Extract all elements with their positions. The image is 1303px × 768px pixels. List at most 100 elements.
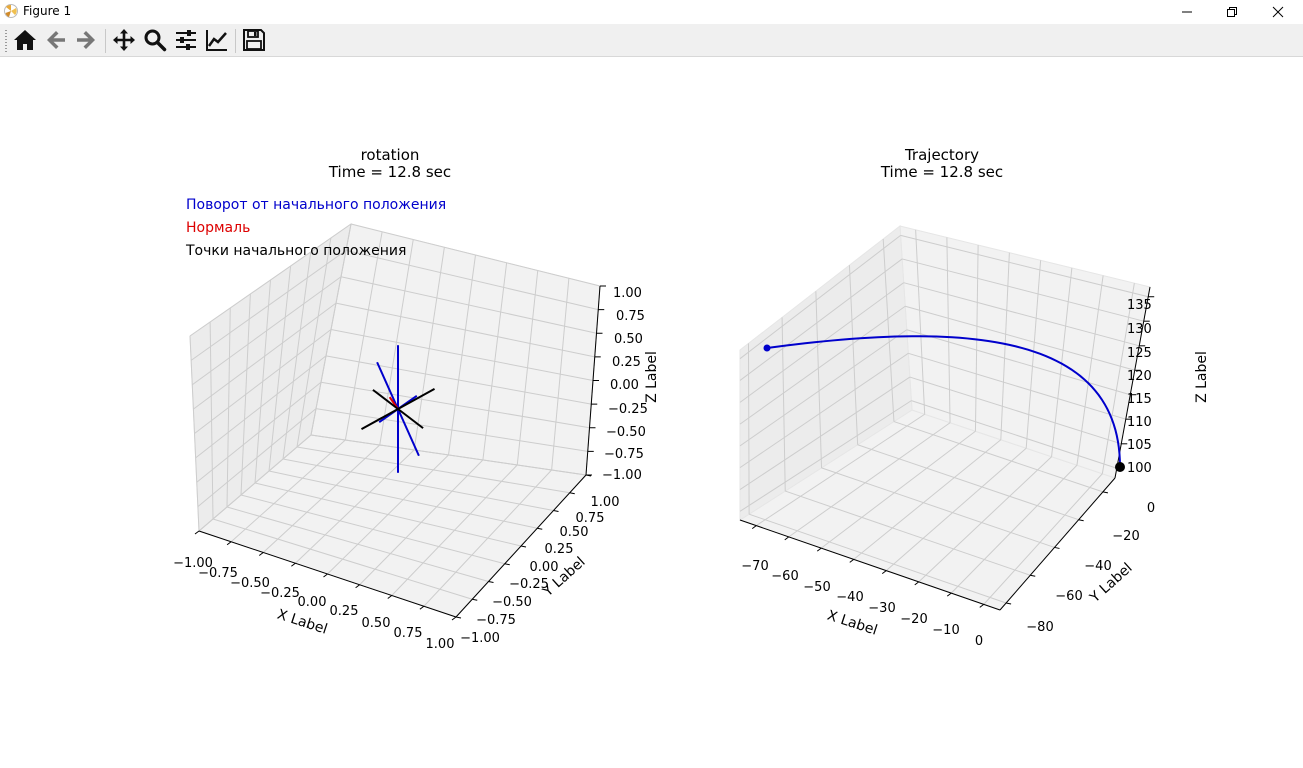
grid-line: [821, 467, 1055, 548]
grid-line: [906, 329, 1131, 396]
grid-line: [739, 258, 903, 381]
grid-line: [885, 447, 1027, 572]
home-button[interactable]: [11, 26, 39, 54]
grid-line: [226, 506, 489, 582]
side-pane: [739, 225, 913, 521]
grid-line: [748, 513, 1007, 604]
x-tick: [194, 530, 200, 535]
y-tick-label: −40: [1084, 559, 1111, 574]
figure-canvas[interactable]: −1.00 −0.75 −0.50 −0.25 0.00 0.25 0.50 0.75 1.00…: [0, 57, 1303, 768]
grid-line: [194, 329, 332, 434]
z-tick-label: 115: [1127, 392, 1152, 407]
grid-line: [915, 229, 926, 415]
home-icon: [14, 30, 36, 50]
save-button[interactable]: [240, 26, 268, 54]
figure-svg[interactable]: −1.00−0.75−0.50−0.250.000.250.500.751.00…: [0, 57, 1303, 768]
y-tick: [455, 616, 462, 619]
x-tick: [258, 552, 264, 556]
z-axis-label: Z Label: [1194, 351, 1210, 403]
z-tick-label: −0.25: [608, 402, 648, 417]
x-tick: [816, 547, 822, 552]
x-tick: [751, 525, 757, 530]
legend-text: Нормаль: [186, 220, 250, 236]
z-tick-label: 130: [1127, 322, 1152, 337]
legend-text: Точки начального положения: [185, 243, 406, 259]
y-tick-label: −60: [1055, 589, 1082, 604]
edit-axes-button[interactable]: [203, 26, 231, 54]
x-tick: [914, 581, 920, 586]
z-tick-label: 0.50: [614, 332, 643, 347]
x-tick-label: −10: [932, 623, 959, 638]
grid-line: [240, 494, 505, 565]
grid-line: [335, 302, 595, 358]
subplots-button[interactable]: [172, 26, 200, 54]
grid-line: [739, 376, 911, 490]
x-tick: [849, 558, 855, 563]
chart-0[interactable]: −1.00−0.75−0.50−0.250.000.250.500.751.00…: [173, 146, 660, 652]
restore-button[interactable]: [1209, 0, 1255, 24]
x-tick: [946, 592, 952, 597]
x-axis-line: [739, 519, 1001, 611]
grid-line: [197, 408, 317, 508]
grid-line: [1025, 260, 1042, 449]
magnifier-icon: [144, 29, 167, 52]
grid-line: [325, 355, 592, 405]
y-tick-label: 1.00: [591, 495, 620, 510]
y-tick: [472, 598, 478, 601]
arrow-left-icon: [47, 31, 65, 49]
y-tick-label: 0.50: [560, 525, 589, 540]
grid-line: [1000, 252, 1010, 440]
grid-line: [918, 456, 1052, 583]
y-tick-label: −0.25: [509, 577, 549, 592]
grid-line: [785, 490, 1031, 576]
grid-line: [189, 223, 352, 337]
z-tick-label: 0.00: [610, 378, 639, 393]
grid-line: [815, 291, 823, 468]
pan-button[interactable]: [110, 26, 138, 54]
zoom-button[interactable]: [141, 26, 169, 54]
series-2-segment: [372, 389, 399, 410]
grid-line: [788, 422, 951, 538]
grid-line: [848, 265, 859, 445]
grid-line: [350, 223, 601, 287]
grid-line: [282, 458, 554, 511]
grid-line: [902, 258, 1144, 322]
toolbar-separator: [105, 29, 106, 53]
z-axis-line: [1114, 286, 1151, 479]
grid-line: [268, 470, 538, 529]
grid-line: [882, 238, 895, 422]
grid-line: [1101, 283, 1135, 474]
forward-button[interactable]: [72, 26, 100, 54]
grid-line: [908, 352, 1126, 420]
x-tick: [451, 616, 457, 621]
x-tick: [979, 603, 985, 608]
series-2-segment: [397, 387, 436, 410]
grid-line: [340, 276, 597, 334]
y-tick: [569, 492, 575, 495]
close-button[interactable]: [1255, 0, 1301, 24]
z-tick-label: 110: [1127, 415, 1152, 430]
grid-line: [739, 329, 908, 447]
grid-line: [1051, 267, 1073, 457]
chart-1[interactable]: −70−60−50−40−30−20−100−80−60−40−20010010…: [738, 146, 1210, 649]
chart-subtitle: Time = 12.8 sec: [328, 163, 451, 181]
move-icon: [113, 29, 135, 51]
grid-line: [857, 444, 1079, 521]
back-button[interactable]: [42, 26, 70, 54]
minimize-button[interactable]: [1164, 0, 1210, 24]
x-tick: [419, 605, 425, 610]
grid-line: [1076, 275, 1104, 466]
navigation-toolbar: [0, 24, 1303, 57]
grid-line: [950, 464, 1078, 594]
z-tick-label: 100: [1127, 461, 1152, 476]
toolbar-grip: [5, 30, 7, 52]
y-tick-label: 0.25: [545, 542, 574, 557]
trajectory-start-marker: [1115, 462, 1125, 472]
grid-line: [974, 245, 979, 432]
z-tick-label: 135: [1127, 298, 1152, 313]
chart-subtitle: Time = 12.8 sec: [880, 163, 1003, 181]
y-tick: [1005, 602, 1012, 605]
grid-line: [893, 421, 1104, 493]
grid-line: [190, 249, 347, 361]
x-tick-label: −0.75: [198, 566, 238, 581]
